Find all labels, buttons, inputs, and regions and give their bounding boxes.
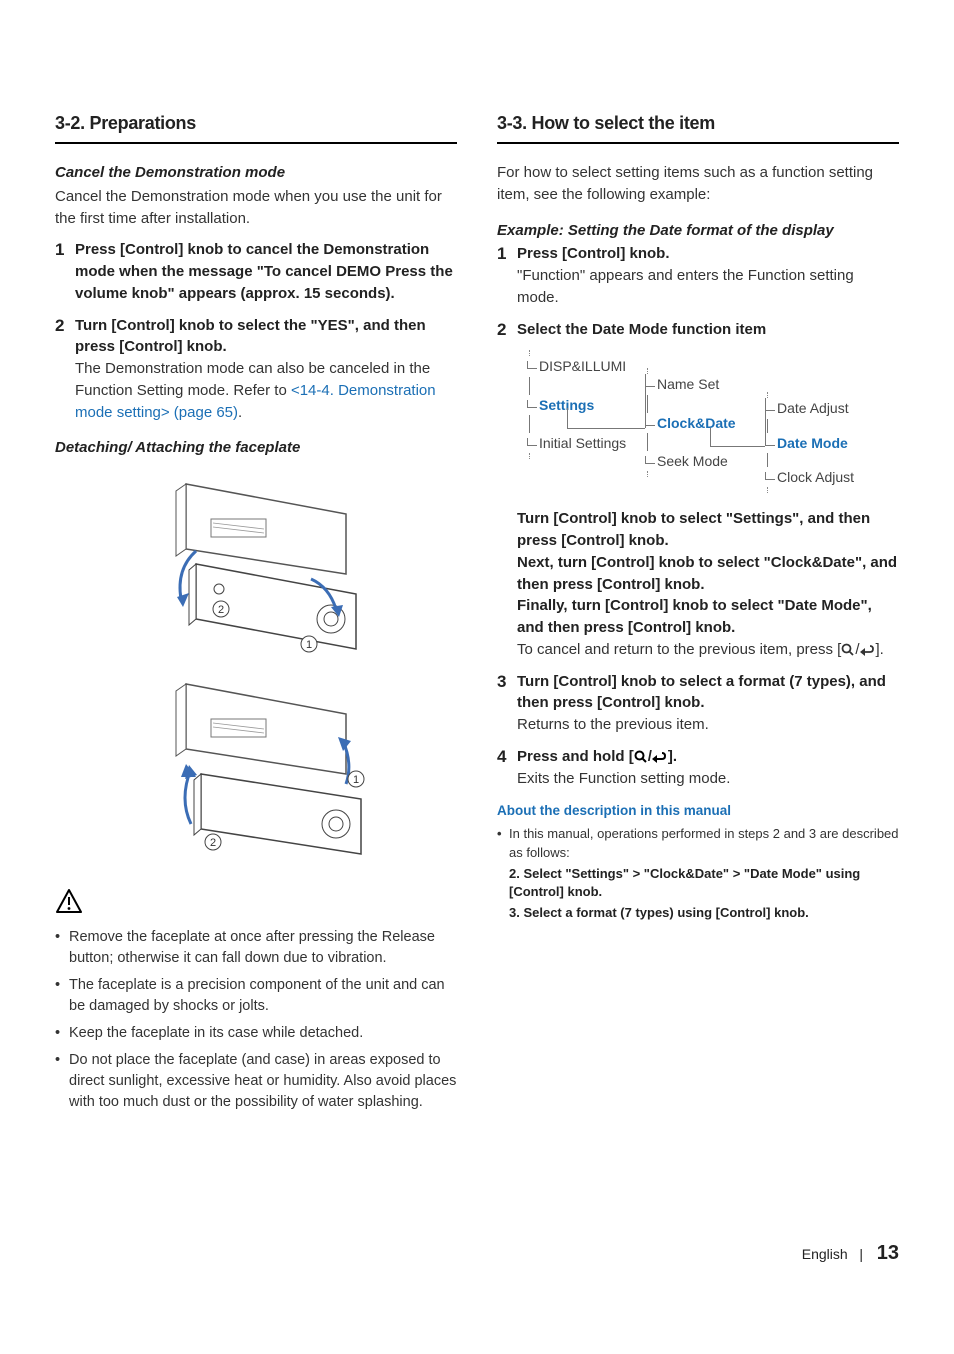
sel-step-4: 4 Press and hold [/]. Exits the Function… [497,746,899,790]
svg-text:1: 1 [353,774,359,786]
footer-lang: English [802,1246,848,1262]
step-text: Press [Control] knob to cancel the Demon… [75,239,457,304]
note-bullet: In this manual, operations performed in … [509,825,899,863]
warn-item: The faceplate is a precision component o… [69,975,457,1017]
left-column: 3-2. Preparations Cancel the Demonstrati… [55,110,457,1119]
note-bullet-list: In this manual, operations performed in … [497,825,899,863]
step-text-bold: Turn [Control] knob to select a format (… [517,671,899,715]
note-heading: About the description in this manual [497,801,899,821]
footer-sep: | [859,1246,863,1262]
sel-step-1: 1 Press [Control] knob. "Function" appea… [497,243,899,308]
step-text-dot: . [238,404,242,421]
menu-item: Date Adjust [777,400,849,416]
subhead-example: Example: Setting the Date format of the … [497,220,899,242]
step2-instruction-2: Next, turn [Control] knob to select "Clo… [517,552,899,596]
svg-text:2: 2 [210,837,216,849]
step-text-plain: The Demonstration mode can also be cance… [75,358,457,423]
sel-step-2: 2 Select the Date Mode function item DIS… [497,319,899,661]
note-example-line-1: 2. Select "Settings" > "Clock&Date" > "D… [497,865,899,903]
menu-item-selected: Clock&Date [657,415,736,431]
search-icon [634,750,648,764]
step-text-bold: Press and hold [/]. [517,746,899,768]
right-column: 3-3. How to select the item For how to s… [497,110,899,1119]
step-text-bold: Turn [Control] knob to select the "YES",… [75,315,457,359]
warning-list: Remove the faceplate at once after press… [55,927,457,1113]
step-text-plain: Exits the Function setting mode. [517,768,899,790]
page-footer: English | 13 [55,1239,899,1268]
step2-cancel-part1: To cancel and return to the previous ite… [517,641,841,658]
step-text-bold: Press [Control] knob. [517,243,899,265]
step-number: 3 [497,671,517,736]
subhead-cancel-demo: Cancel the Demonstration mode [55,162,457,184]
faceplate-illustration: 2 1 [141,469,371,869]
search-icon [841,643,855,657]
menu-item: Clock Adjust [777,469,854,485]
step-text-bold: Select the Date Mode function item [517,319,899,341]
menu-tree-diagram: DISP&ILLUMI Settings Initial Settings [527,350,899,500]
warning-icon [55,888,457,921]
intro-cancel-demo: Cancel the Demonstration mode when you u… [55,186,457,230]
warn-item: Do not place the faceplate (and case) in… [69,1050,457,1113]
intro-select-item: For how to select setting items such as … [497,162,899,206]
svg-text:1: 1 [306,639,312,651]
menu-item-selected: Date Mode [777,435,848,451]
warn-item: Remove the faceplate at once after press… [69,927,457,969]
menu-item: DISP&ILLUMI [539,358,626,374]
step-number: 2 [497,319,517,661]
step-text-plain: Returns to the previous item. [517,714,899,736]
step-number: 2 [55,315,75,424]
step-number: 4 [497,746,517,790]
step2-instruction-1: Turn [Control] knob to select "Settings"… [517,508,899,552]
page-number: 13 [877,1242,899,1264]
note-example-line-2: 3. Select a format (7 types) using [Cont… [497,904,899,923]
step2-cancel-part2: ]. [876,641,884,658]
section-title-preparations: 3-2. Preparations [55,110,457,144]
step2-instruction-3: Finally, turn [Control] knob to select "… [517,595,899,639]
sel-step-3: 3 Turn [Control] knob to select a format… [497,671,899,736]
menu-item: Name Set [657,376,719,392]
prep-step-2: 2 Turn [Control] knob to select the "YES… [55,315,457,424]
step-text-plain: "Function" appears and enters the Functi… [517,265,899,309]
menu-item: Initial Settings [539,435,626,451]
menu-item: Seek Mode [657,453,728,469]
faceplate-figure: 2 1 [55,469,457,876]
step4-bold-b: ]. [668,748,677,765]
subhead-faceplate: Detaching/ Attaching the faceplate [55,437,457,459]
step2-cancel-note: To cancel and return to the previous ite… [517,639,899,661]
prep-step-1: 1 Press [Control] knob to cancel the Dem… [55,239,457,304]
return-icon [652,750,668,764]
return-icon [860,643,876,657]
step-number: 1 [497,243,517,308]
warn-item: Keep the faceplate in its case while det… [69,1023,363,1044]
step-number: 1 [55,239,75,304]
step4-bold-a: Press and hold [ [517,748,634,765]
svg-text:2: 2 [218,604,224,616]
section-title-select-item: 3-3. How to select the item [497,110,899,144]
